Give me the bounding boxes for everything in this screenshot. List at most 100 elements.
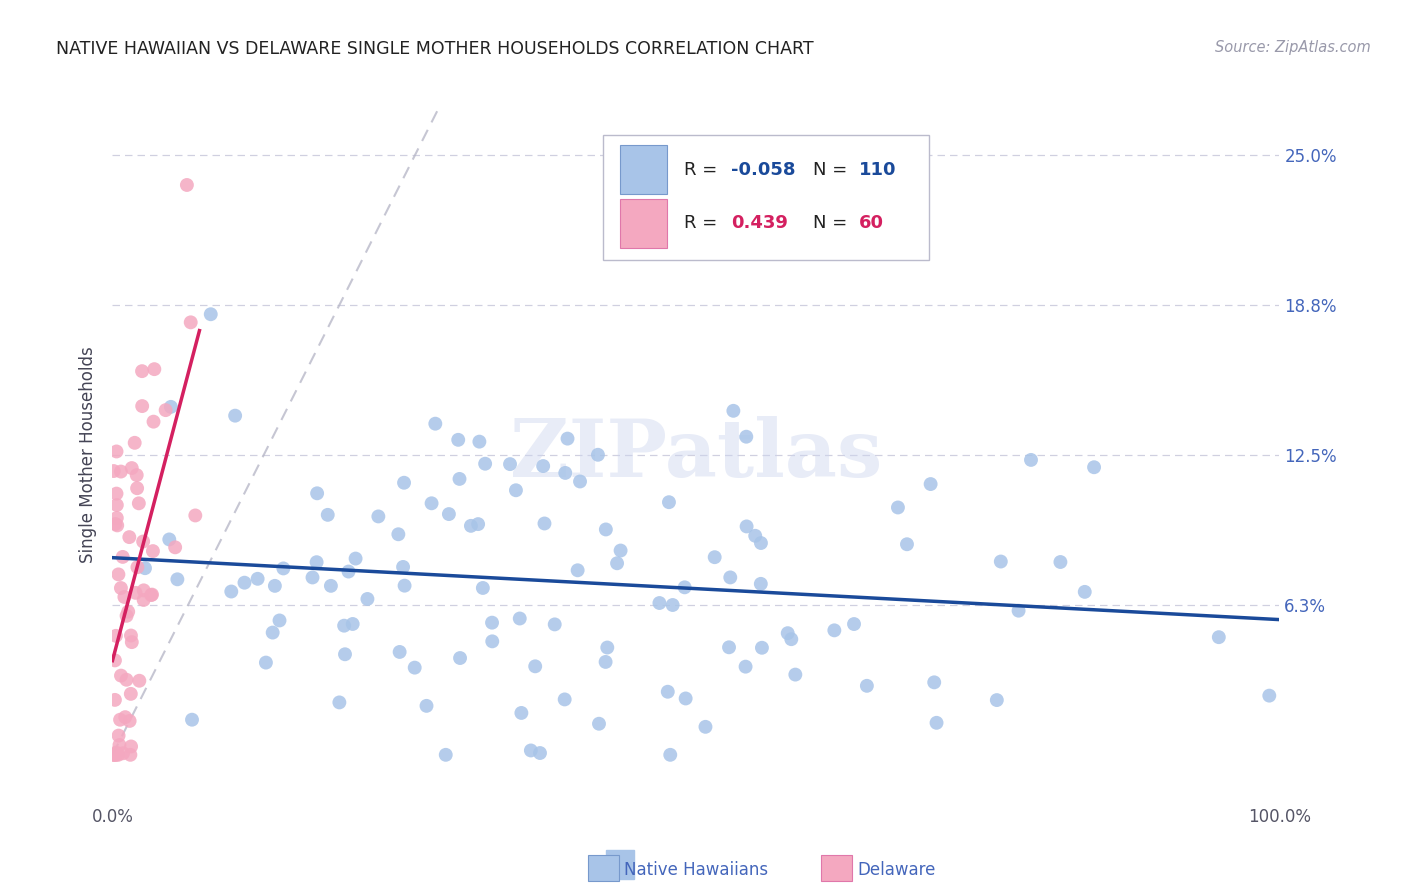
Point [221,584,243,599]
Point [103,747,125,762]
Point [155,403,177,417]
Point [104,747,127,762]
Point [233,575,256,590]
Point [896,537,918,551]
Point [141,588,163,602]
Point [437,507,460,521]
Point [823,624,845,638]
Point [105,444,128,458]
Point [142,415,165,429]
Point [132,534,155,549]
Point [404,660,426,674]
Point [586,448,609,462]
Point [124,435,146,450]
Point [467,517,489,532]
Point [735,430,758,444]
Point [744,529,766,543]
Point [675,691,697,706]
Point [509,611,531,625]
Point [460,519,482,533]
Point [505,483,527,498]
Point [718,640,741,655]
Point [176,178,198,192]
Point [127,560,149,574]
Text: N =: N = [813,161,852,178]
Point [785,667,807,681]
Point [695,720,717,734]
Point [125,468,148,483]
Point [104,629,127,643]
Point [134,561,156,575]
Point [596,640,619,655]
Point [531,458,554,473]
Point [922,675,945,690]
Point [887,500,910,515]
Point [115,673,138,687]
Point [661,598,683,612]
Point [246,572,269,586]
Point [554,692,576,706]
Point [367,509,389,524]
Point [157,533,180,547]
Point [415,698,437,713]
Point [111,549,134,564]
Point [181,713,204,727]
Point [648,596,671,610]
Text: 60: 60 [859,214,884,232]
Point [316,508,339,522]
Point [776,626,799,640]
Point [1074,585,1097,599]
Point [224,409,246,423]
Point [606,556,628,570]
Point [499,457,522,471]
Text: N =: N = [813,214,852,232]
Point [735,519,758,533]
Point [131,399,153,413]
Point [108,738,131,752]
Point [121,635,143,649]
Point [132,593,155,607]
Point [112,746,135,760]
Point [856,679,879,693]
Point [481,634,503,648]
Point [333,647,356,661]
Point [337,565,360,579]
Point [103,747,125,762]
Point [264,579,287,593]
Point [254,656,277,670]
Point [273,561,295,575]
Point [734,659,756,673]
Point [120,628,142,642]
Text: Native Hawaiians: Native Hawaiians [624,861,769,879]
Point [394,579,416,593]
Point [471,581,494,595]
Point [986,693,1008,707]
Point [110,668,132,682]
Point [842,617,865,632]
Point [481,615,503,630]
Point [474,457,496,471]
Point [510,706,533,720]
Point [524,659,547,673]
Point [392,475,415,490]
Point [544,617,567,632]
Point [107,567,129,582]
Point [344,551,367,566]
Point [160,400,183,414]
Point [114,710,136,724]
Point [718,570,741,584]
Point [301,570,323,584]
Text: R =: R = [685,214,730,232]
Text: R =: R = [685,161,723,178]
Point [110,581,132,595]
Point [1083,460,1105,475]
Text: 110: 110 [859,161,897,178]
Point [165,541,187,555]
Point [105,486,128,500]
Point [103,464,125,478]
Point [112,590,135,604]
Point [127,481,149,495]
Point [342,617,364,632]
FancyBboxPatch shape [620,199,666,248]
Point [200,307,222,321]
